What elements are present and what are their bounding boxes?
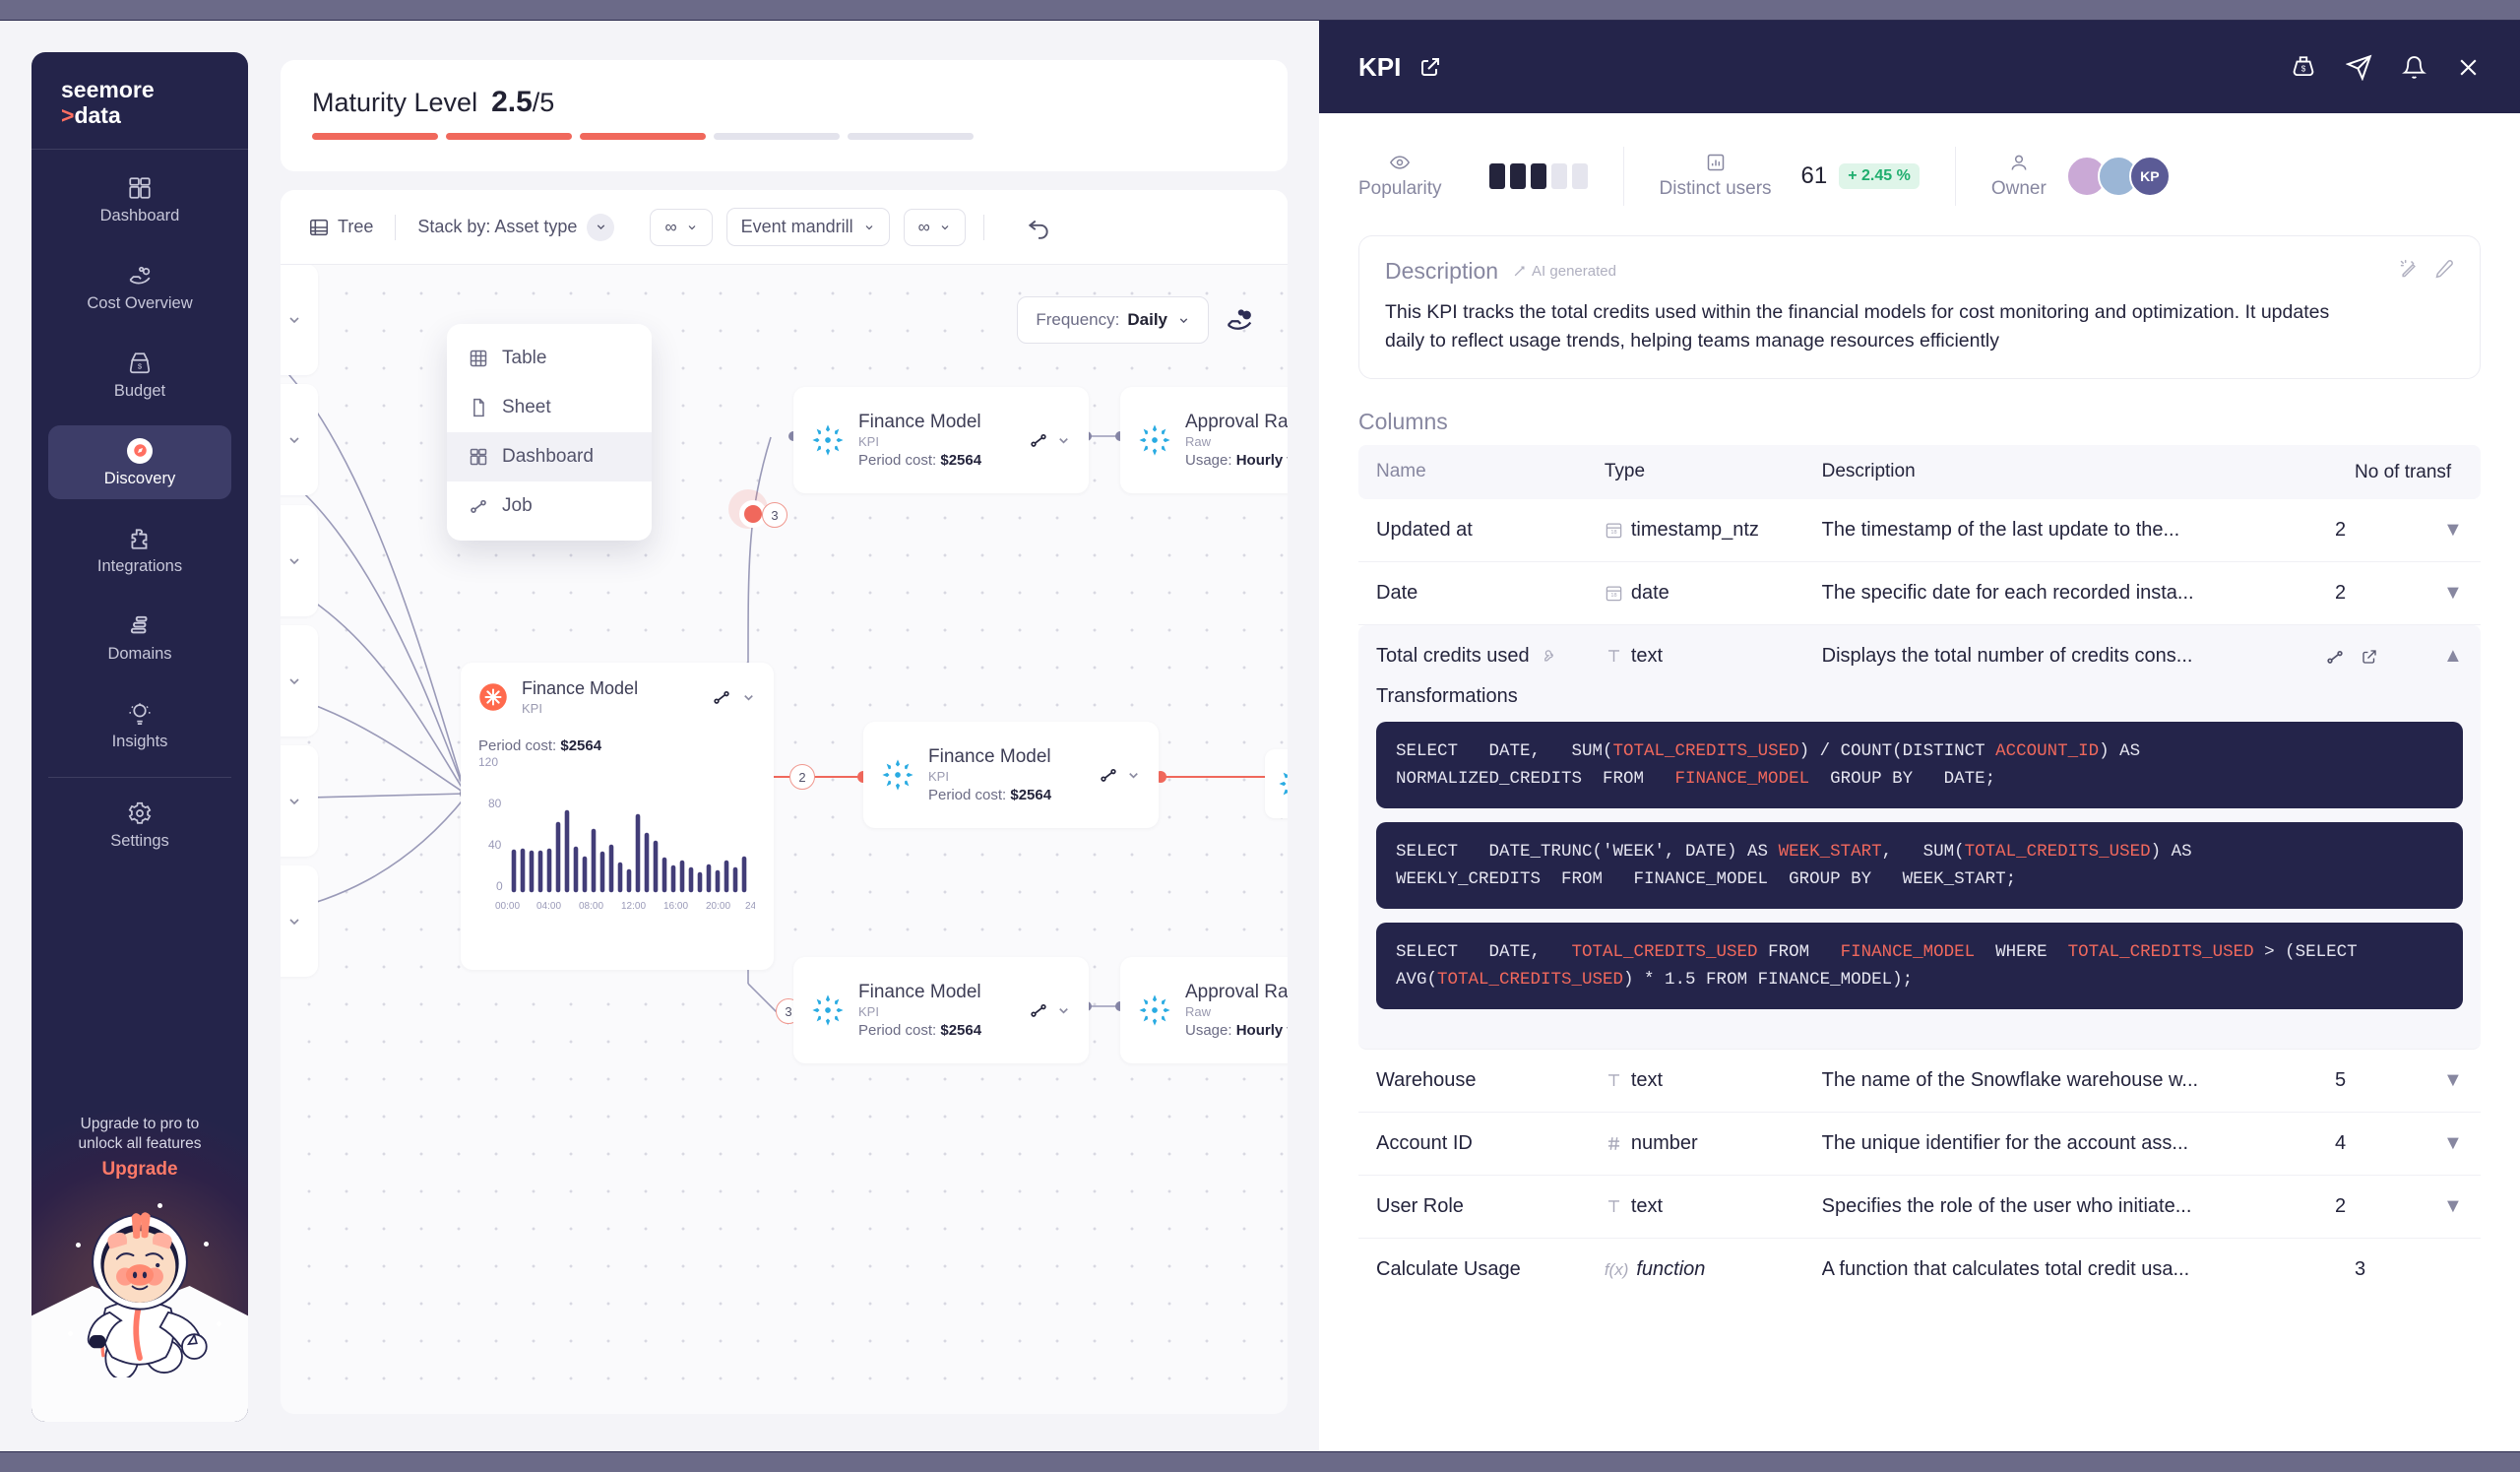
svg-text:$: $	[2301, 65, 2306, 74]
svg-text:80: 80	[488, 797, 502, 810]
svg-text:24:00: 24:00	[745, 901, 755, 912]
svg-text:12:00: 12:00	[621, 901, 646, 912]
svg-text:08:00: 08:00	[579, 901, 603, 912]
svg-text:18: 18	[1610, 530, 1616, 536]
svg-text:20:00: 20:00	[706, 901, 730, 912]
svg-text:18: 18	[1610, 593, 1616, 599]
svg-text:00:00: 00:00	[495, 901, 520, 912]
svg-text:0: 0	[496, 879, 503, 893]
svg-text:$: $	[138, 361, 143, 370]
svg-text:120: 120	[478, 756, 498, 769]
svg-text:40: 40	[488, 838, 502, 852]
svg-text:16:00: 16:00	[663, 901, 688, 912]
svg-text:04:00: 04:00	[536, 901, 561, 912]
